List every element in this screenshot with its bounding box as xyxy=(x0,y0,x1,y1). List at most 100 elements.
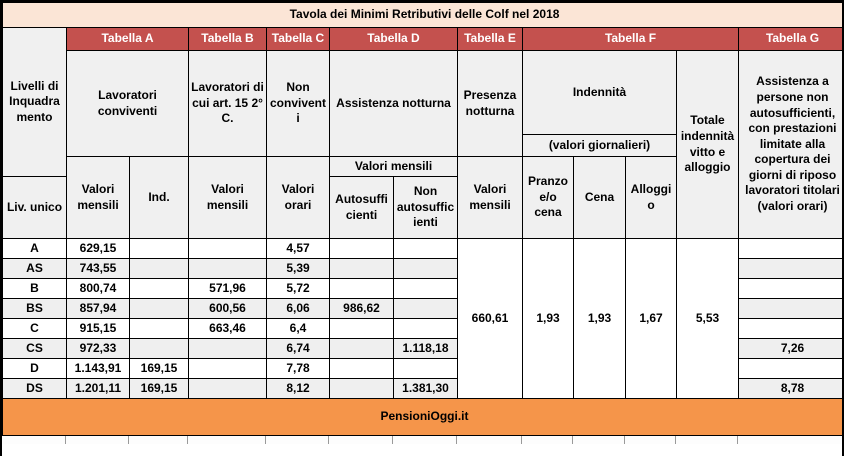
value-cell: 1.381,30 xyxy=(393,378,458,399)
grid-remnant-cell xyxy=(738,436,842,444)
merged-f-pranzo: 1,93 xyxy=(522,238,574,399)
value-cell: 915,15 xyxy=(66,318,130,339)
merged-f-cena: 1,93 xyxy=(573,238,626,399)
header-e-valori-mensili: Valori mensili xyxy=(457,156,523,239)
header-b-valori-mensili: Valori mensili xyxy=(188,156,267,239)
table-row-ds: DS 1.201,11 169,15 8,12 1.381,30 8,78 xyxy=(2,378,842,399)
value-cell xyxy=(188,258,267,279)
header-livelli: Livelli di Inquadramento xyxy=(2,27,67,177)
row-level: C xyxy=(2,318,67,339)
value-cell: 6,06 xyxy=(266,298,330,319)
value-cell xyxy=(737,298,842,319)
footer-row: PensioniOggi.it xyxy=(2,398,842,436)
row-level: AS xyxy=(2,258,67,279)
value-cell xyxy=(737,258,842,279)
value-cell: 972,33 xyxy=(66,338,130,359)
value-cell: 986,62 xyxy=(329,298,394,319)
header-c-valori-orari: Valori orari xyxy=(266,156,330,239)
value-cell xyxy=(329,278,394,299)
row-level: D xyxy=(2,358,67,379)
value-cell: 1.143,91 xyxy=(66,358,130,379)
value-cell: 169,15 xyxy=(129,358,189,379)
group-header-row: Livelli di Inquadramento Tabella A Tabel… xyxy=(2,27,842,177)
grid-remnant-strip xyxy=(2,436,842,444)
table-row-bs: BS 857,94 600,56 6,06 986,62 xyxy=(2,298,842,319)
value-cell: 663,46 xyxy=(188,318,267,339)
value-cell xyxy=(129,298,189,319)
value-cell: 1.118,18 xyxy=(393,338,458,359)
header-d-valori-mensili: Valori mensili xyxy=(329,156,458,177)
value-cell: 8,12 xyxy=(266,378,330,399)
header-non-conviventi: Non conviventi xyxy=(266,50,330,157)
grid-remnant-cell xyxy=(522,436,573,444)
grid-remnant-cell xyxy=(329,436,393,444)
brand-banner: PensioniOggi.it xyxy=(2,398,842,436)
value-cell xyxy=(188,338,267,359)
value-cell: 5,39 xyxy=(266,258,330,279)
header-a-valori-mensili: Valori mensili xyxy=(66,156,130,239)
value-cell: 857,94 xyxy=(66,298,130,319)
sub-header-row: Valori mensili Ind. Valori mensili Valor… xyxy=(3,156,843,239)
value-cell xyxy=(329,378,394,399)
header-assistenza-notturna: Assistenza notturna xyxy=(329,50,458,157)
value-cell: 8,78 xyxy=(737,378,842,399)
value-cell: 6,4 xyxy=(266,318,330,339)
merged-f-totale: 5,53 xyxy=(676,238,739,399)
header-f-cena: Cena xyxy=(573,156,626,239)
table-row-c: C 915,15 663,46 6,4 xyxy=(2,318,842,339)
value-cell xyxy=(737,278,842,299)
value-cell xyxy=(129,278,189,299)
header-presenza-notturna: Presenza notturna xyxy=(457,50,523,157)
value-cell: 6,74 xyxy=(266,338,330,359)
grid-remnant-cell xyxy=(457,436,522,444)
value-cell: 1.201,11 xyxy=(66,378,130,399)
merged-e-valori-mensili: 660,61 xyxy=(457,238,523,399)
grid-remnant-cell xyxy=(676,436,738,444)
grid-remnant-cell xyxy=(573,436,625,444)
table-row-a: A 629,15 4,57 660,61 1,93 1,93 1,67 5,53 xyxy=(2,238,842,399)
grid-remnant-cell xyxy=(188,436,266,444)
value-cell xyxy=(393,238,458,259)
header-liv-unico: Liv. unico xyxy=(2,176,67,239)
row-level: BS xyxy=(2,298,67,319)
value-cell xyxy=(129,258,189,279)
table-row-as: AS 743,55 5,39 xyxy=(2,258,842,279)
value-cell: 5,72 xyxy=(266,278,330,299)
header-assistenza-persone: Assistenza a persone non autosufficienti… xyxy=(737,50,842,239)
value-cell: 4,57 xyxy=(266,238,330,259)
grid-remnant-cell xyxy=(66,436,129,444)
header-indennita: Indennità xyxy=(522,50,677,135)
header-tabella-f: Tabella F xyxy=(522,27,739,51)
merged-f-alloggio: 1,67 xyxy=(625,238,677,399)
header-tabella-b: Tabella B xyxy=(188,27,267,51)
value-cell xyxy=(188,378,267,399)
header-totale-indennita: Totale indennità vitto e alloggio xyxy=(676,50,739,239)
grid-remnant-cell xyxy=(2,436,66,444)
bottom-header-row: Liv. unico Autosufficienti Non autosuffi… xyxy=(2,176,843,239)
value-cell xyxy=(329,258,394,279)
table-row-b: B 800,74 571,96 5,72 xyxy=(2,278,842,299)
value-cell xyxy=(329,318,394,339)
value-cell xyxy=(129,238,189,259)
value-cell xyxy=(393,318,458,339)
header-valori-giornalieri: (valori giornalieri) xyxy=(522,134,677,157)
header-tabella-c: Tabella C xyxy=(266,27,330,51)
grid-remnant-cell xyxy=(393,436,457,444)
table-row-d: D 1.143,91 169,15 7,78 xyxy=(2,358,842,379)
value-cell xyxy=(737,238,842,259)
value-cell: 7,26 xyxy=(737,338,842,359)
header-a-ind: Ind. xyxy=(129,156,189,239)
row-level: DS xyxy=(2,378,67,399)
value-cell xyxy=(188,358,267,379)
valori-giornalieri-row: (valori giornalieri) xyxy=(3,134,843,157)
value-cell xyxy=(129,338,189,359)
value-cell xyxy=(129,318,189,339)
value-cell: 571,96 xyxy=(188,278,267,299)
header-f-pranzo: Pranzo e/o cena xyxy=(522,156,574,239)
value-cell: 600,56 xyxy=(188,298,267,319)
value-cell: 743,55 xyxy=(66,258,130,279)
value-cell: 169,15 xyxy=(129,378,189,399)
header-tabella-a: Tabella A xyxy=(66,27,189,51)
value-cell xyxy=(329,338,394,359)
